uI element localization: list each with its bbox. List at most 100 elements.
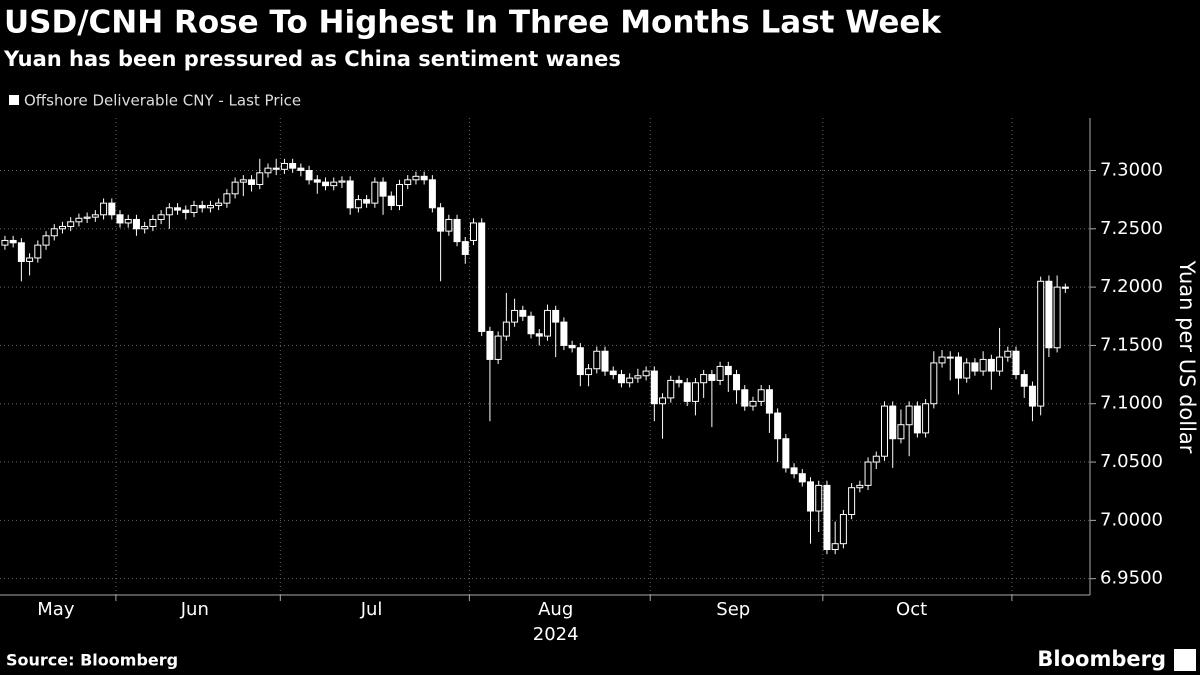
candle-body bbox=[248, 179, 256, 185]
candle-body bbox=[256, 172, 264, 185]
candle-body bbox=[757, 389, 765, 402]
candle-body bbox=[404, 179, 412, 185]
candle-body bbox=[626, 377, 634, 384]
candle-body bbox=[880, 405, 888, 457]
candle-body bbox=[116, 214, 124, 224]
x-tick-label: May bbox=[37, 599, 75, 620]
candle-body bbox=[174, 207, 182, 211]
x-tick-label: Aug bbox=[538, 599, 573, 620]
candle-body bbox=[445, 218, 453, 232]
candle-body bbox=[297, 167, 305, 171]
candle-body bbox=[34, 244, 42, 259]
brand-icon bbox=[1174, 649, 1196, 671]
candle-body bbox=[864, 461, 872, 486]
candle-body bbox=[165, 207, 173, 216]
candle-body bbox=[667, 379, 675, 399]
x-tick-label: Jul bbox=[360, 599, 383, 620]
candle-body bbox=[782, 438, 790, 469]
candle-body bbox=[1053, 286, 1061, 349]
candle-body bbox=[946, 356, 954, 359]
candle-body bbox=[100, 202, 108, 216]
candle-body bbox=[379, 181, 387, 197]
legend-swatch bbox=[9, 95, 19, 105]
candle-body bbox=[124, 218, 132, 224]
candle-body bbox=[313, 179, 321, 183]
candle-body bbox=[938, 356, 946, 364]
y-axis-label: Yuan per US dollar bbox=[1175, 260, 1199, 454]
x-tick-label: Oct bbox=[896, 599, 927, 620]
candle-body bbox=[913, 405, 921, 434]
candle-body bbox=[691, 382, 699, 402]
candle-body bbox=[289, 162, 297, 169]
y-tick-label: 7.2000 bbox=[1100, 276, 1163, 297]
candle-body bbox=[346, 180, 354, 209]
chart-title: USD/CNH Rose To Highest In Three Months … bbox=[4, 5, 942, 41]
candle-body bbox=[831, 543, 839, 551]
y-tick-label: 7.0000 bbox=[1100, 509, 1163, 530]
candle-body bbox=[839, 514, 847, 545]
candle-body bbox=[905, 405, 913, 426]
candle-body bbox=[765, 389, 773, 414]
candle-body bbox=[338, 180, 346, 183]
candle-body bbox=[206, 204, 214, 209]
candle-body bbox=[634, 375, 642, 379]
candle-body bbox=[642, 370, 650, 377]
candle-body bbox=[996, 356, 1004, 372]
candle-body bbox=[280, 162, 288, 170]
candle-body bbox=[478, 222, 486, 332]
candle-body bbox=[617, 374, 625, 384]
candle-body bbox=[420, 175, 428, 181]
candle-body bbox=[1, 239, 9, 246]
candle-body bbox=[741, 389, 749, 407]
candle-body bbox=[798, 473, 806, 483]
candle-body bbox=[650, 370, 658, 405]
candle-body bbox=[26, 257, 34, 262]
candle-body bbox=[363, 199, 371, 204]
candle-body bbox=[198, 204, 206, 209]
candle-body bbox=[971, 362, 979, 372]
candle-body bbox=[231, 181, 239, 195]
candle-body bbox=[708, 374, 716, 381]
candle-body bbox=[17, 242, 25, 262]
candle-body bbox=[979, 358, 987, 372]
candle-body bbox=[609, 370, 617, 376]
candle-body bbox=[396, 183, 404, 206]
candle-body bbox=[807, 481, 815, 512]
candle-body bbox=[1028, 385, 1036, 407]
candle-body bbox=[272, 167, 280, 170]
candle-body bbox=[815, 484, 823, 512]
candle-body bbox=[371, 181, 379, 204]
candle-body bbox=[897, 424, 905, 440]
candle-body bbox=[519, 309, 527, 317]
candle-body bbox=[215, 202, 223, 206]
candle-body bbox=[461, 241, 469, 255]
candle-body bbox=[132, 218, 140, 230]
candle-body bbox=[1045, 280, 1053, 349]
y-tick-label: 7.2500 bbox=[1100, 218, 1163, 239]
candle-body bbox=[1037, 280, 1045, 407]
candle-body bbox=[428, 179, 436, 209]
candle-body bbox=[412, 175, 420, 181]
candle-body bbox=[576, 347, 584, 376]
y-tick-label: 7.3000 bbox=[1100, 159, 1163, 180]
candle-body bbox=[239, 179, 247, 183]
candle-body bbox=[437, 207, 445, 232]
candle-body bbox=[716, 365, 724, 381]
candle-body bbox=[149, 218, 157, 227]
candle-body bbox=[322, 181, 330, 187]
candle-body bbox=[790, 467, 798, 475]
legend-label: Offshore Deliverable CNY - Last Price bbox=[24, 92, 301, 110]
candle-body bbox=[67, 221, 75, 227]
candle-body bbox=[494, 335, 502, 360]
candle-body bbox=[190, 204, 198, 213]
candle-body bbox=[659, 397, 667, 405]
x-tick-label: Sep bbox=[716, 599, 750, 620]
candle-body bbox=[963, 362, 971, 379]
candle-body bbox=[305, 169, 313, 181]
candle-body bbox=[560, 321, 568, 346]
candle-body bbox=[1020, 374, 1028, 387]
candle-body bbox=[182, 209, 190, 213]
candle-body bbox=[683, 382, 691, 402]
candle-body bbox=[1061, 286, 1069, 289]
candle-body bbox=[823, 484, 831, 551]
